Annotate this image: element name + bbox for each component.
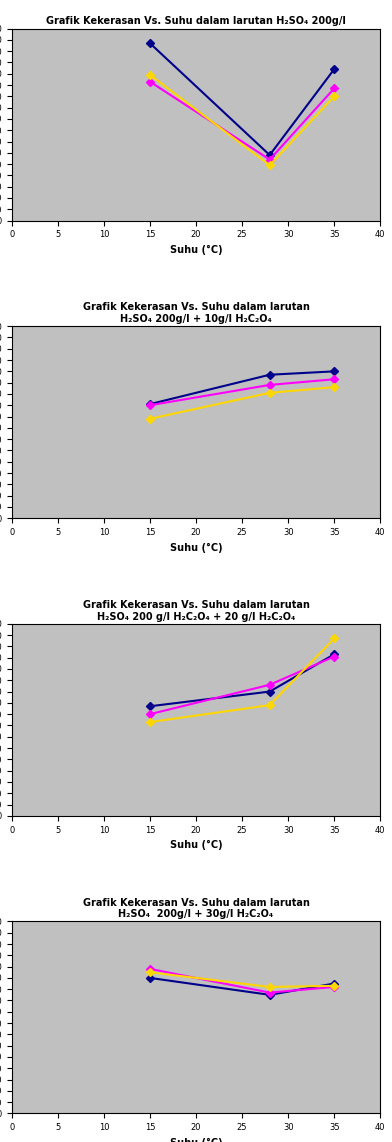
X-axis label: Suhu (°C): Suhu (°C) [170, 542, 222, 553]
Title: Grafik Kekerasan Vs. Suhu dalam larutan H₂SO₄ 200g/l: Grafik Kekerasan Vs. Suhu dalam larutan … [46, 16, 346, 26]
Line: Waktu 60 mnt: Waktu 60 mnt [147, 385, 337, 421]
Waktu 30 mnt [148, 971, 152, 984]
Waktu 60 mnt [332, 89, 337, 103]
Waktu 45 mnt [148, 962, 152, 975]
Waktu 60 mnt [267, 386, 272, 400]
Waktu 45 mnt [148, 707, 152, 721]
Waktu 30 mnt [148, 699, 152, 713]
Line: Waktu 45 mnt: Waktu 45 mnt [147, 79, 337, 162]
Line: Waktu 30 mnt: Waktu 30 mnt [147, 975, 337, 998]
Title: Grafik Kekerasan Vs. Suhu dalam larutan
H₂SO₄ 200g/l + 10g/l H₂C₂O₄: Grafik Kekerasan Vs. Suhu dalam larutan … [83, 303, 309, 324]
Waktu 45 mnt [148, 399, 152, 412]
Waktu 45 mnt [267, 986, 272, 999]
Waktu 60 mnt [267, 159, 272, 172]
X-axis label: Suhu (°C): Suhu (°C) [170, 1137, 222, 1142]
Waktu 45 mnt [148, 74, 152, 88]
Waktu 60 mnt [267, 980, 272, 994]
Waktu 60 mnt [148, 715, 152, 729]
X-axis label: Suhu (°C): Suhu (°C) [170, 841, 222, 850]
Waktu 30 mnt [332, 63, 337, 77]
Waktu 30 mnt [267, 368, 272, 381]
Waktu 45 mnt [332, 650, 337, 664]
Waktu 60 mnt [148, 69, 152, 82]
Waktu 30 mnt [267, 988, 272, 1002]
Waktu 30 mnt [332, 976, 337, 990]
Line: Waktu 45 mnt: Waktu 45 mnt [147, 377, 337, 408]
Waktu 60 mnt [148, 412, 152, 426]
Line: Waktu 30 mnt: Waktu 30 mnt [147, 652, 337, 709]
Title: Grafik Kekerasan Vs. Suhu dalam larutan
H₂SO₄ 200 g/l H₂C₂O₄ + 20 g/l H₂C₂O₄: Grafik Kekerasan Vs. Suhu dalam larutan … [83, 600, 309, 621]
Title: Grafik Kekerasan Vs. Suhu dalam larutan
H₂SO₄  200g/l + 30g/l H₂C₂O₄: Grafik Kekerasan Vs. Suhu dalam larutan … [83, 898, 309, 919]
Line: Waktu 60 mnt: Waktu 60 mnt [147, 72, 337, 168]
Waktu 60 mnt [148, 965, 152, 979]
Waktu 45 mnt [332, 372, 337, 386]
Waktu 60 mnt [332, 380, 337, 394]
Waktu 30 mnt [332, 364, 337, 378]
Waktu 30 mnt [267, 148, 272, 162]
Waktu 60 mnt [267, 698, 272, 711]
Line: Waktu 30 mnt: Waktu 30 mnt [147, 369, 337, 407]
Waktu 30 mnt [148, 397, 152, 411]
Waktu 45 mnt [267, 678, 272, 692]
Waktu 45 mnt [267, 378, 272, 392]
Waktu 45 mnt [332, 81, 337, 95]
Waktu 30 mnt [148, 37, 152, 50]
Line: Waktu 60 mnt: Waktu 60 mnt [147, 970, 337, 990]
X-axis label: Suhu (°C): Suhu (°C) [170, 244, 222, 255]
Waktu 45 mnt [267, 153, 272, 167]
Waktu 30 mnt [267, 685, 272, 699]
Waktu 45 mnt [332, 980, 337, 994]
Line: Waktu 60 mnt: Waktu 60 mnt [147, 636, 337, 725]
Waktu 60 mnt [332, 979, 337, 992]
Line: Waktu 30 mnt: Waktu 30 mnt [147, 40, 337, 158]
Line: Waktu 45 mnt: Waktu 45 mnt [147, 966, 337, 996]
Waktu 30 mnt [332, 648, 337, 661]
Waktu 60 mnt [332, 632, 337, 645]
Line: Waktu 45 mnt: Waktu 45 mnt [147, 653, 337, 717]
